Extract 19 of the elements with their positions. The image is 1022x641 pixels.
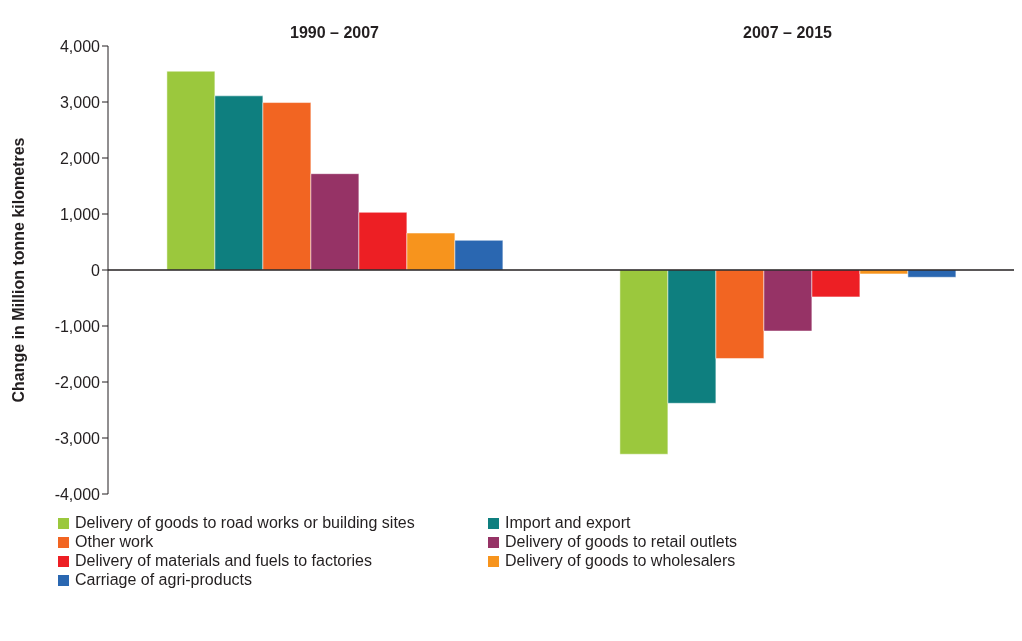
x-tick-label: 2007 – 2015 [743, 24, 833, 41]
y-tick-label: -4,000 [54, 485, 101, 503]
legend-label: Delivery of goods to retail outlets [505, 533, 738, 551]
legend-label: Delivery of goods to wholesalers [505, 552, 736, 570]
legend-label: Other work [75, 533, 154, 551]
y-tick-label: -2,000 [54, 373, 101, 391]
legend-label: Delivery of goods to road works or building sites [75, 514, 415, 532]
y-tick-label: 4,000 [59, 37, 101, 55]
x-tick-label: 1990 – 2007 [290, 24, 380, 41]
legend-label: Import and export [505, 514, 631, 532]
legend-label: Carriage of agri-products [75, 571, 252, 589]
y-tick-label: -3,000 [54, 429, 101, 447]
y-tick-label: 2,000 [59, 149, 101, 167]
legend-label: Delivery of materials and fuels to factories [75, 552, 373, 570]
y-tick-label: -1,000 [54, 317, 101, 335]
y-tick-label: 1,000 [59, 205, 101, 223]
y-axis-title: Change in Million tonne kilometres [9, 137, 27, 403]
y-tick-label: 0 [91, 261, 101, 279]
y-tick-label: 3,000 [59, 93, 101, 111]
